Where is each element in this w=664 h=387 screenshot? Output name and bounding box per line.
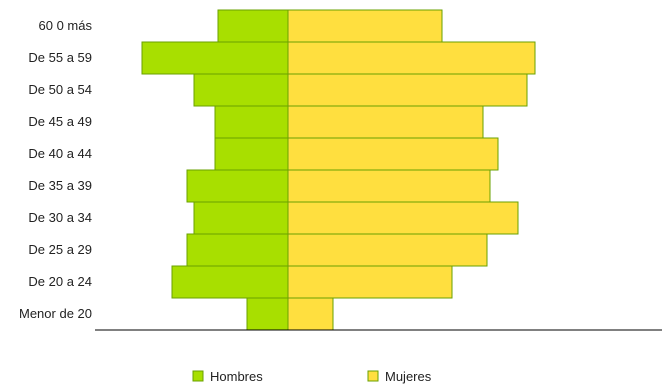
bar-hombres [214,137,289,171]
bar-mujeres [287,265,453,299]
legend-label-mujeres: Mujeres [385,369,432,384]
bar-hombres [214,105,289,139]
bar-mujeres [287,169,491,203]
bar-hombres [193,73,289,107]
bar-mujeres [287,73,528,107]
category-label: De 50 a 54 [28,82,92,97]
bar-hombres [171,265,289,299]
bar-mujeres [287,233,488,267]
bar-hombres [186,233,289,267]
bar-hombres [141,41,289,75]
bar-mujeres [287,201,519,235]
category-label: De 55 a 59 [28,50,92,65]
bar-hombres [246,297,289,331]
bar-hombres [217,9,289,43]
category-label: De 25 a 29 [28,242,92,257]
category-label: Menor de 20 [19,306,92,321]
category-label: De 30 a 34 [28,210,92,225]
legend-swatch-mujeres [367,370,379,382]
legend-swatch-hombres [192,370,204,382]
category-label: De 40 a 44 [28,146,92,161]
category-label: De 35 a 39 [28,178,92,193]
category-label: De 20 a 24 [28,274,92,289]
bar-mujeres [287,105,484,139]
bar-mujeres [287,9,443,43]
bar-mujeres [287,41,536,75]
category-label: 60 0 más [39,18,93,33]
bar-hombres [193,201,289,235]
legend: Hombres Mujeres [192,369,432,384]
bar-mujeres [287,137,499,171]
bar-hombres [186,169,289,203]
category-label: De 45 a 49 [28,114,92,129]
legend-label-hombres: Hombres [210,369,263,384]
bar-mujeres [287,297,334,331]
category-labels: 60 0 más De 55 a 59 De 50 a 54 De 45 a 49 De… [19,18,92,321]
bars-group [141,9,536,331]
